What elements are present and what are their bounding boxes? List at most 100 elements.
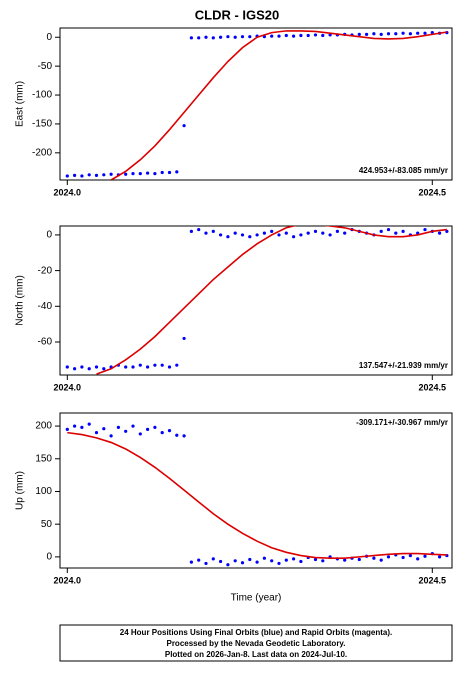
data-point: [401, 229, 405, 233]
data-point: [277, 34, 281, 38]
fit-curve: [67, 431, 447, 559]
data-point: [197, 227, 201, 232]
data-point: [255, 560, 259, 564]
data-point: [182, 124, 186, 128]
data-point: [408, 553, 412, 558]
data-point: [211, 557, 215, 561]
data-point: [386, 227, 391, 232]
data-point: [313, 557, 318, 562]
y-tick-label: -60: [38, 337, 53, 348]
data-point: [109, 172, 113, 176]
data-point: [299, 559, 303, 564]
y-tick-label: 200: [35, 421, 52, 432]
data-point: [175, 433, 179, 437]
data-point: [153, 172, 157, 176]
data-point: [167, 429, 172, 433]
data-point: [379, 32, 383, 36]
data-point: [240, 233, 245, 237]
data-point: [423, 31, 427, 35]
data-point: [138, 432, 142, 436]
data-point: [248, 557, 252, 562]
data-point: [372, 556, 376, 560]
data-point: [204, 35, 208, 39]
data-point: [87, 367, 91, 371]
y-tick-label: -200: [32, 147, 52, 158]
data-point: [160, 170, 164, 175]
data-point: [240, 561, 245, 565]
plot-box: [59, 27, 453, 181]
data-point: [313, 33, 318, 37]
data-point: [109, 434, 113, 438]
data-point: [299, 233, 303, 237]
data-point: [262, 556, 266, 560]
data-point: [386, 555, 391, 559]
data-point: [153, 425, 157, 429]
rate-annotation: -309.171+/-30.967 mm/yr: [356, 418, 448, 427]
data-point: [80, 425, 84, 429]
data-point: [226, 235, 230, 239]
data-point: [277, 561, 281, 566]
y-tick-label: 100: [35, 486, 52, 497]
data-point: [167, 170, 172, 175]
data-point: [321, 559, 325, 563]
plot-box: [59, 412, 453, 569]
data-point: [72, 367, 77, 371]
data-point: [306, 33, 310, 38]
data-point: [321, 231, 325, 235]
data-point: [87, 422, 91, 426]
footer-line: 24 Hour Positions Using Final Orbits (bl…: [120, 628, 392, 637]
data-point: [328, 233, 332, 237]
data-point: [248, 235, 252, 239]
data-point: [423, 227, 427, 232]
x-tick-label: 2024.0: [54, 382, 82, 392]
data-point: [124, 365, 128, 369]
data-point: [372, 32, 376, 36]
data-point: [379, 558, 383, 562]
data-point: [343, 231, 347, 235]
data-point: [218, 233, 223, 237]
data-point: [233, 35, 237, 39]
data-point: [189, 560, 193, 564]
y-tick-label: 50: [41, 519, 53, 530]
data-point: [138, 363, 142, 367]
data-point: [197, 558, 201, 562]
data-point: [357, 32, 361, 36]
data-point: [408, 32, 412, 36]
data-point: [182, 434, 186, 438]
rate-annotation: 424.953+/-83.085 mm/yr: [359, 166, 448, 175]
x-tick-label: 2024.0: [54, 575, 82, 585]
data-point: [131, 424, 135, 428]
data-point: [437, 555, 442, 559]
y-tick-label: -20: [38, 265, 53, 276]
data-point: [131, 365, 135, 369]
x-tick-label: 2024.5: [419, 382, 447, 392]
y-tick-label: 0: [46, 552, 52, 563]
data-point: [226, 563, 230, 567]
data-point: [416, 557, 420, 561]
data-point: [401, 31, 405, 35]
data-point: [240, 35, 245, 39]
data-point: [182, 336, 186, 341]
data-point: [291, 235, 296, 239]
footer-line: Plotted on 2026-Jan-8. Last data on 2024…: [165, 650, 347, 659]
data-point: [416, 31, 420, 35]
data-point: [116, 425, 120, 429]
y-tick-label: 0: [46, 230, 52, 241]
y-tick-label: 0: [46, 32, 52, 43]
data-point: [277, 233, 281, 237]
data-point: [204, 231, 208, 235]
data-point: [284, 231, 288, 235]
data-point: [321, 33, 325, 38]
data-point: [145, 365, 150, 369]
data-point: [94, 173, 99, 177]
data-point: [270, 559, 274, 563]
data-point: [145, 427, 150, 431]
data-point: [204, 561, 208, 566]
data-point: [299, 33, 303, 38]
data-point: [270, 229, 274, 233]
data-point: [211, 36, 215, 40]
data-point: [167, 365, 172, 369]
data-point: [80, 174, 84, 178]
data-point: [233, 231, 237, 235]
data-point: [65, 365, 69, 369]
